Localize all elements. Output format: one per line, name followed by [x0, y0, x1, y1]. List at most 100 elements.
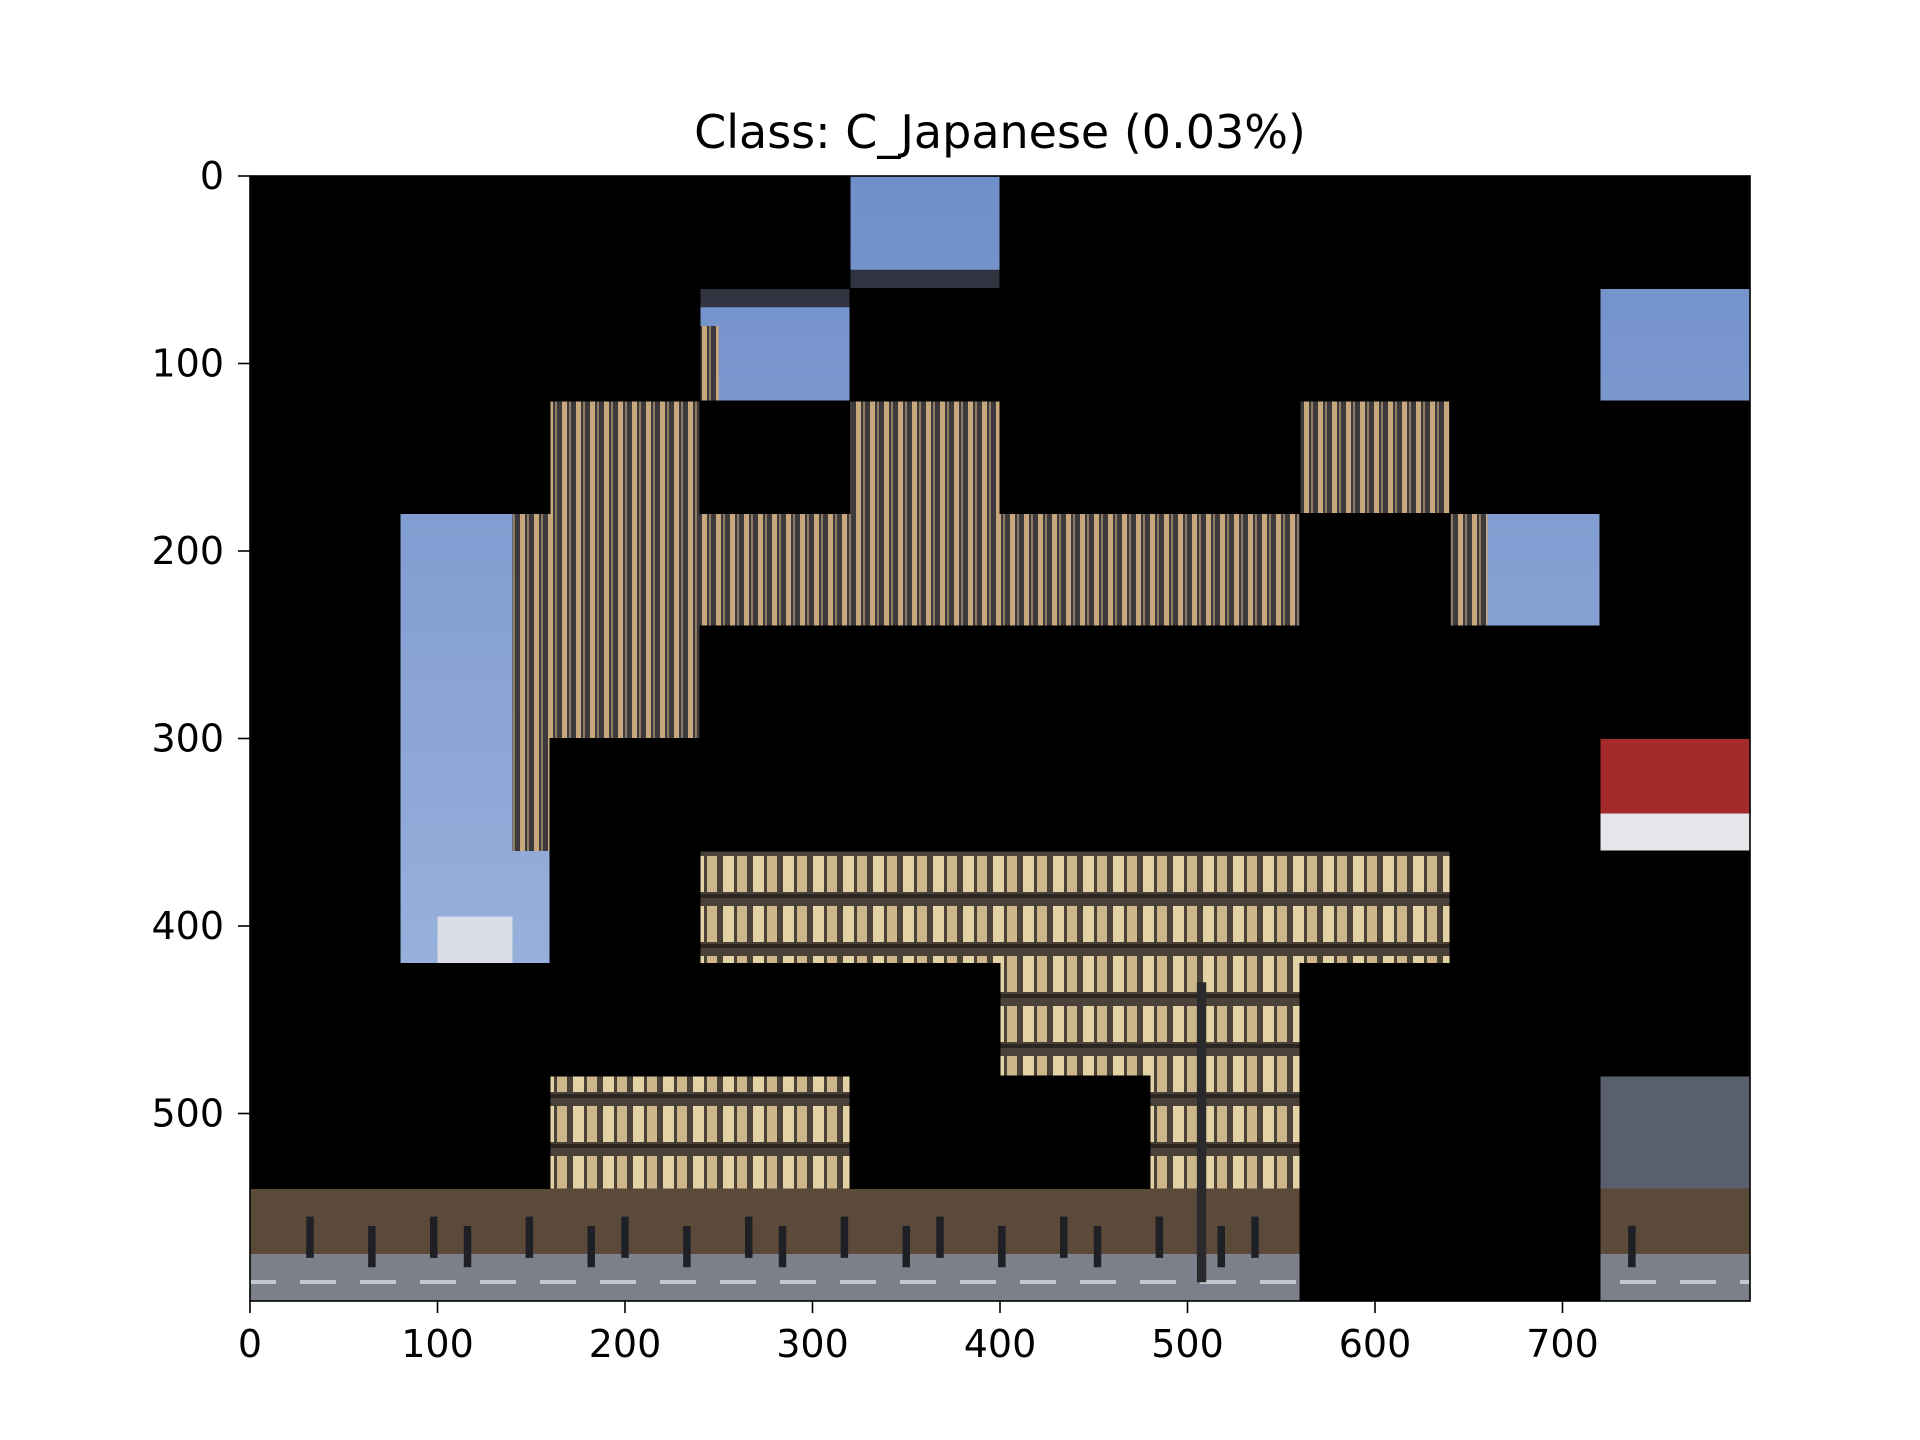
masked-patch — [849, 1075, 1001, 1189]
masked-patch — [1299, 1075, 1451, 1189]
pedestrian — [1628, 1226, 1636, 1268]
masked-patch — [849, 963, 1001, 1077]
masked-patch — [549, 288, 701, 402]
masked-patch — [1449, 288, 1601, 402]
masked-patch — [1299, 513, 1451, 627]
masked-patch — [1299, 963, 1451, 1077]
masked-patch — [249, 850, 401, 964]
x-tick-label: 700 — [1526, 1322, 1599, 1366]
pedestrian — [1217, 1226, 1225, 1268]
masked-patch — [249, 1075, 401, 1189]
masked-patch — [699, 625, 851, 739]
masked-patch — [999, 625, 1151, 739]
chart-title: Class: C_Japanese (0.03%) — [694, 105, 1306, 159]
masked-patch — [1449, 850, 1601, 964]
masked-patch — [1449, 175, 1601, 289]
masked-patch — [1149, 175, 1301, 289]
masked-patch — [1299, 288, 1451, 402]
masked-patch — [249, 963, 401, 1077]
masked-patch — [249, 625, 401, 739]
masked-patch — [1449, 625, 1601, 739]
masked-patch — [249, 738, 401, 852]
masked-patch — [1449, 738, 1601, 852]
masked-patch — [699, 963, 851, 1077]
x-tick-label: 0 — [238, 1322, 262, 1366]
pedestrian — [778, 1226, 787, 1268]
x-tick-label: 100 — [401, 1322, 474, 1366]
masked-patch — [1599, 963, 1751, 1077]
masked-patch — [1599, 850, 1751, 964]
masked-patch — [849, 288, 1001, 402]
masked-patch — [999, 738, 1151, 852]
lamp-pole — [1196, 982, 1207, 1283]
pedestrian — [902, 1226, 910, 1268]
pedestrian — [840, 1216, 849, 1258]
masked-patch — [399, 963, 551, 1077]
plot-area — [249, 175, 1751, 1302]
masked-patch — [999, 175, 1151, 289]
masked-patch — [699, 738, 851, 852]
x-tick-label: 600 — [1339, 1322, 1412, 1366]
x-tick-label: 300 — [776, 1322, 849, 1366]
mask-layer — [249, 175, 1751, 1302]
masked-patch — [399, 288, 551, 402]
masked-patch — [849, 738, 1001, 852]
masked-patch — [1449, 1075, 1601, 1189]
y-tick-label: 100 — [151, 342, 224, 386]
x-tick-label: 500 — [1151, 1322, 1224, 1366]
masked-patch — [1149, 400, 1301, 514]
pedestrian — [936, 1216, 944, 1258]
pedestrian — [306, 1216, 314, 1258]
masked-patch — [1149, 288, 1301, 402]
sign-strip — [1590, 813, 1750, 851]
masked-patch — [249, 288, 401, 402]
pedestrian — [621, 1216, 629, 1258]
masked-patch — [849, 625, 1001, 739]
right-storefront — [1590, 1076, 1750, 1189]
pedestrian — [463, 1226, 472, 1268]
masked-patch — [549, 738, 701, 852]
y-tick-label: 400 — [151, 904, 224, 948]
pedestrian — [368, 1226, 376, 1268]
red-sign — [1590, 738, 1750, 814]
masked-patch — [1149, 738, 1301, 852]
x-axis: 0 100 200 300 400 500 600 700 — [238, 1301, 1599, 1366]
pedestrian — [683, 1226, 691, 1268]
masked-patch — [1299, 738, 1451, 852]
masked-patch — [1599, 400, 1751, 514]
pedestrian — [1093, 1226, 1102, 1268]
pedestrian — [998, 1226, 1006, 1268]
masked-patch — [249, 175, 401, 289]
masked-patch — [549, 850, 701, 964]
masked-patch — [399, 1075, 551, 1189]
masked-patch — [1599, 175, 1751, 289]
masked-patch — [1299, 1188, 1451, 1302]
masked-patch — [399, 175, 551, 289]
x-tick-label: 200 — [589, 1322, 662, 1366]
masked-patch — [1299, 625, 1451, 739]
pedestrian — [1155, 1216, 1164, 1258]
masked-patch — [399, 400, 551, 514]
masked-patch — [1599, 625, 1751, 739]
masked-patch — [1149, 625, 1301, 739]
y-axis: 0 100 200 300 400 500 — [151, 154, 250, 1136]
pedestrian — [587, 1226, 595, 1268]
masked-patch — [249, 400, 401, 514]
y-tick-label: 0 — [200, 154, 224, 198]
y-tick-label: 200 — [151, 529, 224, 573]
masked-patch — [549, 175, 701, 289]
lit-windows — [700, 851, 1450, 964]
masked-patch — [1299, 175, 1451, 289]
masked-patch — [1449, 963, 1601, 1077]
y-tick-label: 300 — [151, 717, 224, 761]
pedestrian — [430, 1216, 438, 1258]
x-tick-label: 400 — [964, 1322, 1037, 1366]
masked-patch — [249, 513, 401, 627]
masked-patch — [999, 1075, 1151, 1189]
masked-patch — [1599, 513, 1751, 627]
masked-patch — [1449, 1188, 1601, 1302]
pedestrian — [1251, 1216, 1259, 1258]
masked-patch — [999, 288, 1151, 402]
pedestrian — [525, 1216, 534, 1258]
